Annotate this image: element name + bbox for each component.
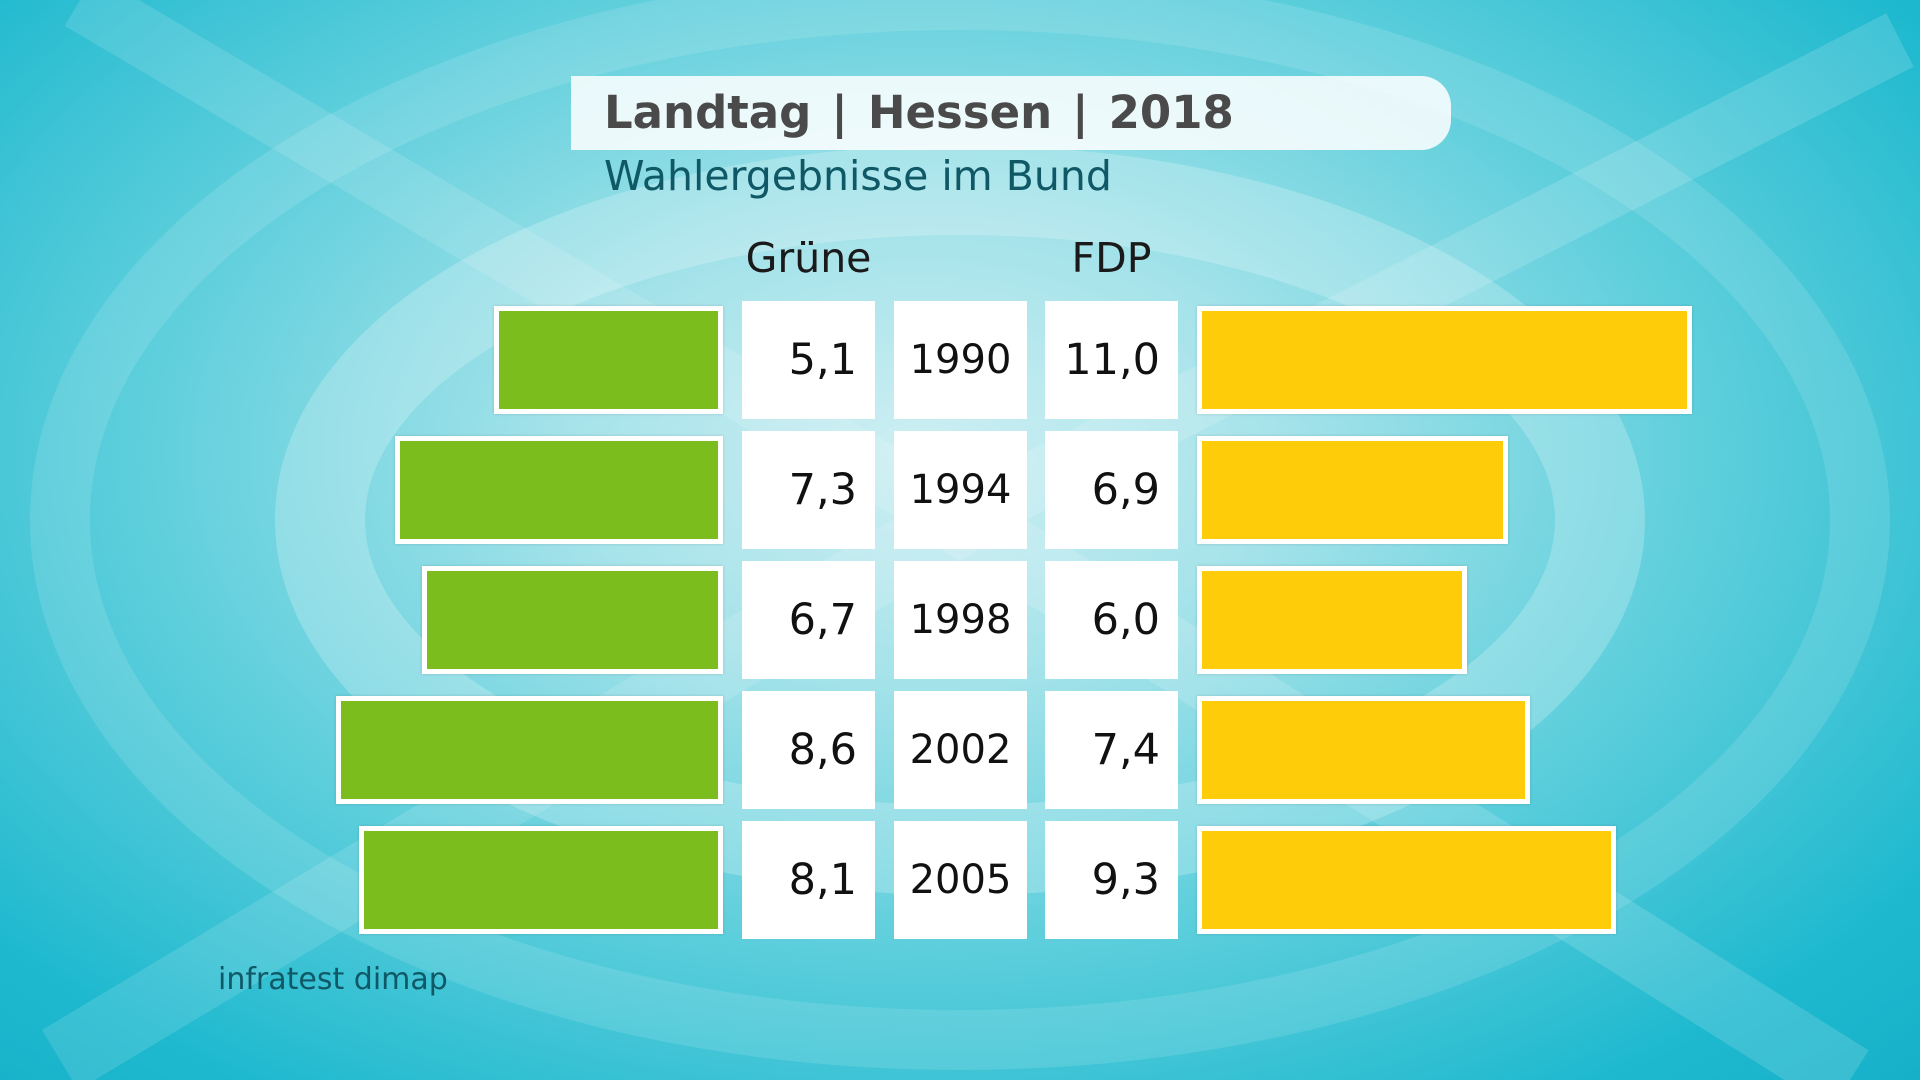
bar-fdp-1998 [1197, 566, 1467, 674]
bar-gruene-2002 [336, 696, 723, 804]
bar-gruene-2005 [358, 826, 723, 934]
bar-fdp-2005 [1197, 826, 1616, 934]
value-gruene-2002: 8,6 [742, 691, 875, 809]
legend-gruene: Grüne [745, 234, 872, 282]
year-label-1998: 1998 [894, 561, 1027, 679]
title-separator: | [831, 86, 848, 139]
year-label-2002: 2002 [894, 691, 1027, 809]
bar-gruene-1994 [394, 436, 723, 544]
value-gruene-1998: 6,7 [742, 561, 875, 679]
bar-fdp-1990 [1197, 306, 1692, 414]
chart-subtitle: Wahlergebnisse im Bund [604, 152, 1112, 200]
chart-title: Landtag | Hessen | 2018 [604, 80, 1234, 146]
value-fdp-2002: 7,4 [1045, 691, 1178, 809]
title-banner [571, 76, 1451, 150]
value-fdp-1998: 6,0 [1045, 561, 1178, 679]
title-part-hessen: Hessen [867, 86, 1053, 139]
title-separator: | [1072, 86, 1089, 139]
value-gruene-1990: 5,1 [742, 301, 875, 419]
year-label-1990: 1990 [894, 301, 1027, 419]
source-credit: infratest dimap [218, 962, 448, 997]
bar-fdp-1994 [1197, 436, 1508, 544]
value-gruene-1994: 7,3 [742, 431, 875, 549]
year-label-2005: 2005 [894, 821, 1027, 939]
value-fdp-1990: 11,0 [1045, 301, 1178, 419]
bar-gruene-1998 [421, 566, 723, 674]
legend-fdp: FDP [1071, 234, 1152, 282]
value-gruene-2005: 8,1 [742, 821, 875, 939]
title-part-landtag: Landtag [604, 86, 812, 139]
bar-gruene-1990 [493, 306, 723, 414]
title-part-year: 2018 [1108, 86, 1234, 139]
value-fdp-2005: 9,3 [1045, 821, 1178, 939]
bar-fdp-2002 [1197, 696, 1530, 804]
value-fdp-1994: 6,9 [1045, 431, 1178, 549]
year-label-1994: 1994 [894, 431, 1027, 549]
